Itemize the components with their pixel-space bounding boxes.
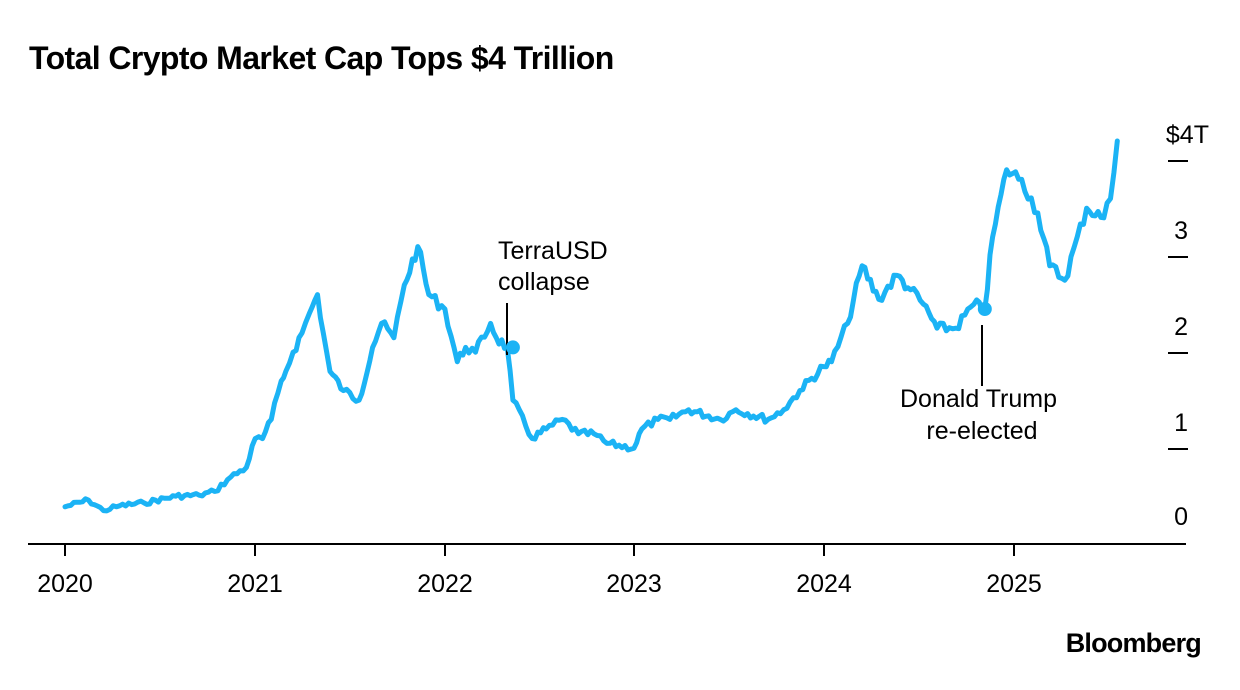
- y-tick-label: 0: [1174, 503, 1188, 531]
- x-tick-label: 2023: [606, 570, 662, 598]
- x-tick-label: 2020: [37, 570, 93, 598]
- annotation-trump: Donald Trump re-elected: [900, 302, 1064, 445]
- annotation-line: Donald Trump: [900, 385, 1057, 413]
- x-tick-label: 2025: [986, 570, 1042, 598]
- market-cap-line: [62, 138, 1120, 514]
- y-tick-label: $4T: [1166, 121, 1209, 149]
- annotation-line: re-elected: [926, 417, 1037, 445]
- y-tick-label: 3: [1174, 217, 1188, 245]
- x-tick-label: 2021: [227, 570, 283, 598]
- annotation-terrausd: TerraUSD collapse: [498, 237, 615, 355]
- annotation-marker: [977, 302, 992, 316]
- x-tick-label: 2022: [417, 570, 473, 598]
- annotation-text: TerraUSD collapse: [498, 237, 615, 296]
- annotation-line: collapse: [498, 268, 590, 296]
- y-axis: $4T 3 2 1 0: [1166, 121, 1209, 531]
- annotation-text: Donald Trump re-elected: [900, 385, 1064, 445]
- x-axis: 2020 2021 2022 2023 2024 2025: [28, 543, 1186, 598]
- chart-title: Total Crypto Market Cap Tops $4 Trillion: [29, 40, 614, 76]
- source-logo: Bloomberg: [1065, 628, 1202, 658]
- annotation-line: TerraUSD: [498, 237, 608, 265]
- x-tick-label: 2024: [796, 570, 852, 598]
- y-tick-label: 1: [1174, 409, 1188, 437]
- annotation-marker: [505, 340, 520, 355]
- y-tick-label: 2: [1174, 313, 1188, 341]
